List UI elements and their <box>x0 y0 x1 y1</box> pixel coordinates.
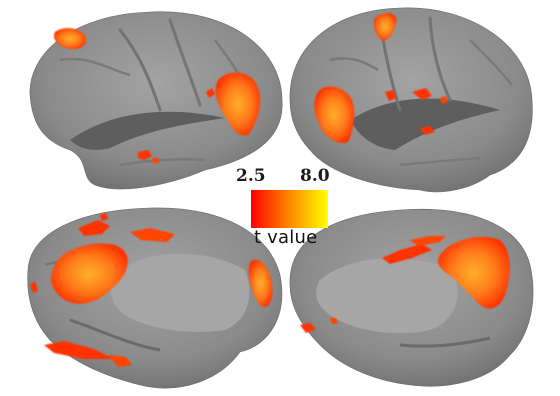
colorbar-swatch <box>251 190 328 228</box>
activation-cluster <box>314 13 448 144</box>
activation-cluster <box>30 213 273 367</box>
left-hemisphere-medial <box>27 207 283 389</box>
colorbar-max-label: 8.0 <box>300 166 330 186</box>
colorbar-min-label: 2.5 <box>236 166 266 186</box>
right-hemisphere-lateral <box>289 7 533 193</box>
left-hemisphere-lateral <box>29 11 283 190</box>
activation-cluster <box>300 236 510 333</box>
colorbar-title: t value <box>254 227 318 248</box>
right-hemisphere-medial <box>289 208 534 387</box>
activation-cluster <box>54 28 261 164</box>
